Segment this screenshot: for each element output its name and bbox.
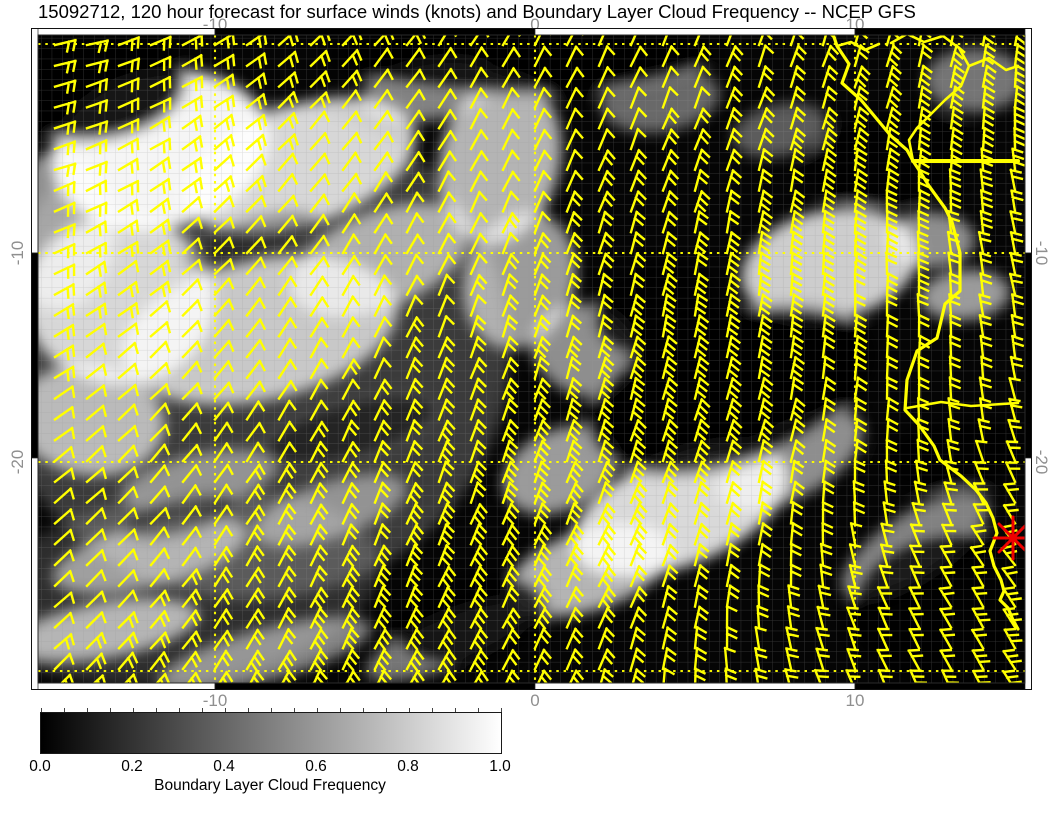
colorbar-tick (271, 708, 272, 712)
colorbar-tick (363, 708, 364, 712)
map-plot (31, 28, 1032, 690)
river-upper-wiggle (835, 35, 1020, 163)
lon-tick-label: 0 (530, 15, 540, 34)
colorbar (40, 708, 502, 754)
lat-tick-label: -20 (8, 449, 27, 475)
lat-tick-label: -10 (8, 240, 27, 266)
colorbar-caption: Boundary Layer Cloud Frequency (154, 777, 386, 794)
red-asterisk-marker (992, 515, 1032, 561)
colorbar-tick (340, 708, 341, 712)
colorbar-tick (87, 708, 88, 712)
lon-tick-label: 10 (845, 691, 865, 710)
river-cunene (905, 400, 1020, 410)
lon-tick-label: 0 (530, 691, 540, 710)
colorbar-tick (317, 708, 318, 712)
colorbar-tick (202, 708, 203, 712)
colorbar-tick (133, 708, 134, 712)
map-frame (31, 28, 1032, 690)
colorbar-tick (478, 708, 479, 712)
colorbar-tick (386, 708, 387, 712)
colorbar-gradient (40, 708, 502, 754)
figure-title: 15092712, 120 hour forecast for surface … (38, 1, 916, 22)
colorbar-tick (294, 708, 295, 712)
colorbar-tick (64, 708, 65, 712)
lat-tick-label: -20 (1032, 449, 1051, 475)
colorbar-tick-label: 0.8 (397, 758, 419, 775)
fine-grid-overlay (38, 35, 1025, 683)
colorbar-tick (455, 708, 456, 712)
colorbar-tick-label: 0.4 (213, 758, 235, 775)
colorbar-tick (501, 708, 502, 712)
wind-barbs-layer (53, 28, 1029, 690)
colorbar-tick (248, 708, 249, 712)
lat-tick-label: -10 (1032, 240, 1051, 266)
colorbar-tick-label: 0.2 (121, 758, 143, 775)
colorbar-tick (179, 708, 180, 712)
colorbar-tick-label: 0.6 (305, 758, 327, 775)
colorbar-tick (156, 708, 157, 712)
colorbar-tick (110, 708, 111, 712)
colorbar-tick (432, 708, 433, 712)
colorbar-labels: 0.0 0.2 0.4 0.6 0.8 1.0 (29, 758, 511, 776)
lon-tick-label: -10 (202, 691, 228, 710)
colorbar-tick (41, 708, 42, 712)
colorbar-tick-label: 1.0 (489, 758, 511, 775)
colorbar-tick (409, 708, 410, 712)
colorbar-tick-label: 0.0 (29, 758, 51, 775)
colorbar-tick (225, 708, 226, 712)
